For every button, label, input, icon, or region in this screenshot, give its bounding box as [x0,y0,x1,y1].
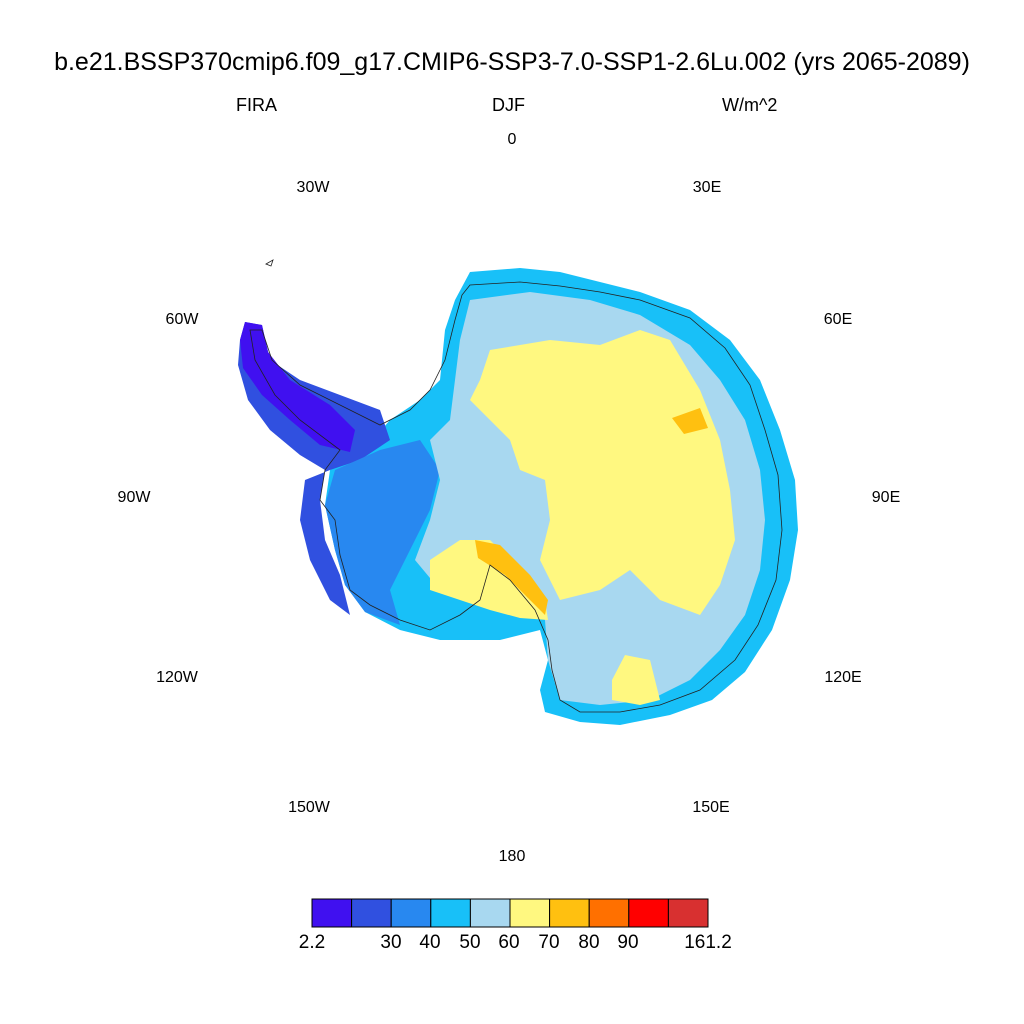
lon-90e-label: 90E [871,489,901,506]
lon-60w-label: 60W [165,311,199,328]
colorbar-tick-label: 2.2 [298,932,326,953]
colorbar-tick-label: 60 [498,932,520,953]
units-label: W/m^2 [722,95,778,115]
season-label: DJF [492,95,525,115]
lon-0-label: 0 [507,131,517,148]
colorbar-swatch [430,898,471,928]
colorbar-swatch [628,898,669,928]
lon-120w-label: 120W [156,669,198,686]
colorbar-tick-label: 161.2 [684,932,732,953]
east-patch-region [612,655,660,705]
plateau-region [470,330,735,615]
variable-label: FIRA [236,95,278,115]
colorbar-swatch [588,898,630,928]
colorbar-tick-label: 90 [617,932,639,953]
lon-150e-label: 150E [692,799,730,816]
colorbar-tick-label: 40 [419,932,441,953]
west-lowland-region [325,440,440,625]
colorbar-swatch [549,898,590,928]
colorbar-tick-label: 30 [380,932,402,953]
peninsula-tip-region [240,322,355,452]
colorbar-swatch [667,898,709,928]
lon-150w-label: 150W [288,799,330,816]
island-outline [265,259,274,267]
colorbar-tick-label: 70 [538,932,560,953]
colorbar-swatch [469,898,511,928]
colorbar-swatch [351,898,392,928]
lon-180-label: 180 [498,848,526,865]
colorbar [311,898,709,928]
ross-shelf-region [430,540,548,620]
colorbar-swatch [509,898,551,928]
warm-patch-east [672,408,708,434]
colorbar-tick-label: 50 [459,932,481,953]
lon-90w-label: 90W [117,489,151,506]
coastline [249,281,783,713]
lon-60e-label: 60E [823,311,853,328]
lon-30e-label: 30E [692,179,722,196]
colorbar-tick-label: 80 [578,932,600,953]
colorbar-swatch [311,898,353,928]
lon-120e-label: 120E [824,669,862,686]
warm-patch-ross [475,540,548,615]
colorbar-swatch [390,898,432,928]
lon-30w-label: 30W [296,179,330,196]
plot-title: b.e21.BSSP370cmip6.f09_g17.CMIP6-SSP3-7.… [54,48,970,76]
